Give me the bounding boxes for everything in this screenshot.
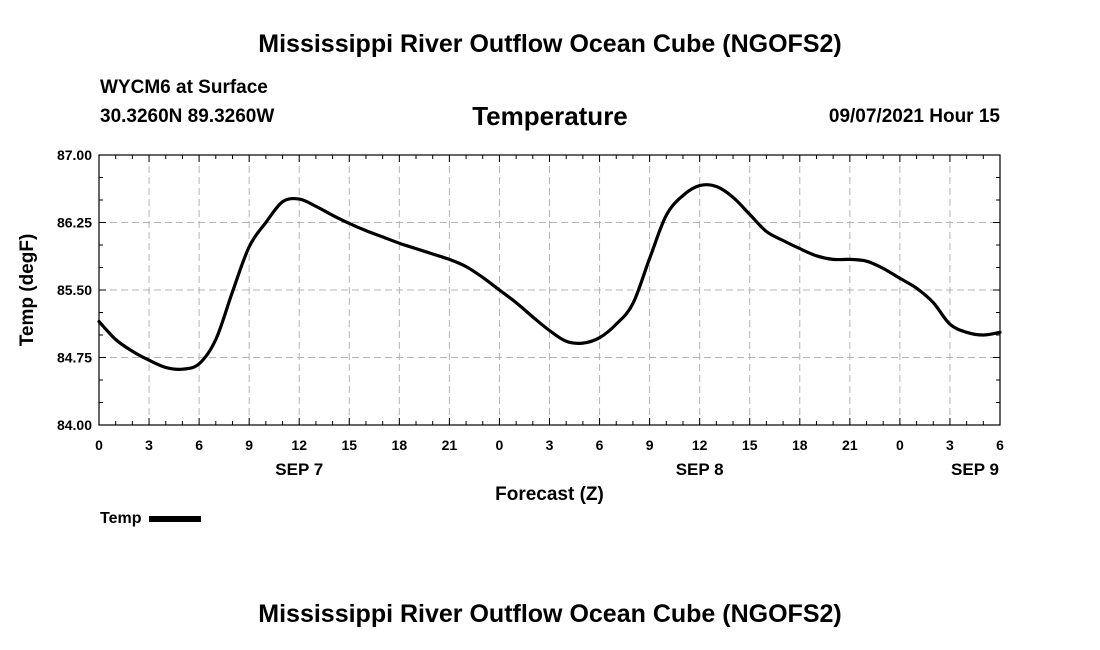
x-tick-label: 18 bbox=[392, 437, 408, 453]
chart-title: Temperature bbox=[472, 101, 628, 131]
x-tick-label: 15 bbox=[341, 437, 357, 453]
x-tick-label: 3 bbox=[145, 437, 153, 453]
station-coordinates: 30.3260N 89.3260W bbox=[100, 106, 275, 127]
temp-series-line bbox=[97, 183, 1002, 371]
y-tick-label: 85.50 bbox=[57, 282, 92, 298]
page-title: Mississippi River Outflow Ocean Cube (NG… bbox=[258, 30, 842, 58]
legend-label: Temp bbox=[100, 510, 142, 527]
x-tick-label: 12 bbox=[291, 437, 307, 453]
y-axis-label: Temp (degF) bbox=[17, 234, 38, 347]
day-label: SEP 8 bbox=[676, 460, 724, 479]
x-tick-label: 0 bbox=[496, 437, 504, 453]
legend: Temp bbox=[100, 510, 202, 528]
axis-ticks: 0 3 6 9 12 15 18 21 0 3 6 9 12 15 18 21 0 3 6 84.00 84.75 85.… bbox=[57, 147, 1004, 479]
y-tick-label: 84.00 bbox=[57, 417, 92, 433]
x-axis-label: Forecast (Z) bbox=[495, 484, 604, 505]
forecast-datetime: 09/07/2021 Hour 15 bbox=[828, 106, 1000, 127]
x-tick-label: 6 bbox=[596, 437, 604, 453]
x-tick-label: 18 bbox=[792, 437, 808, 453]
x-tick-label: 12 bbox=[692, 437, 708, 453]
station-label: WYCM6 at Surface bbox=[100, 77, 268, 98]
legend-line-swatch bbox=[149, 516, 202, 522]
x-tick-label: 21 bbox=[442, 437, 458, 453]
x-tick-label: 21 bbox=[842, 437, 858, 453]
x-tick-label: 6 bbox=[996, 437, 1004, 453]
x-tick-label: 0 bbox=[896, 437, 904, 453]
y-tick-label: 86.25 bbox=[57, 215, 92, 231]
x-tick-label: 9 bbox=[646, 437, 654, 453]
x-tick-label: 3 bbox=[546, 437, 554, 453]
x-tick-label: 9 bbox=[245, 437, 253, 453]
x-tick-label: 3 bbox=[946, 437, 954, 453]
x-tick-label: 15 bbox=[742, 437, 758, 453]
x-tick-label: 0 bbox=[95, 437, 103, 453]
x-tick-label: 6 bbox=[195, 437, 203, 453]
day-label: SEP 9 bbox=[951, 460, 999, 479]
day-label: SEP 7 bbox=[275, 460, 323, 479]
y-tick-label: 87.00 bbox=[57, 147, 92, 163]
grid bbox=[99, 155, 1000, 425]
y-tick-label: 84.75 bbox=[57, 350, 92, 366]
page-footer-title: Mississippi River Outflow Ocean Cube (NG… bbox=[258, 600, 842, 628]
